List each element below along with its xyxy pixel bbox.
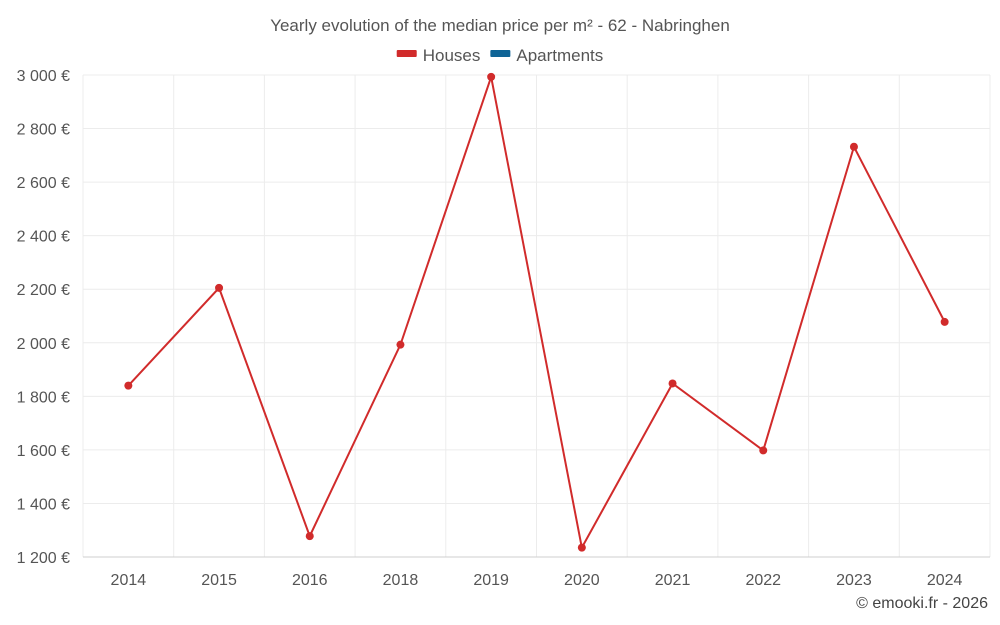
x-tick-label: 2022 [745, 572, 781, 589]
legend: Houses Apartments [396, 46, 603, 65]
legend-label: Houses [423, 46, 481, 65]
series-group [124, 72, 949, 552]
x-tick-label: 2016 [292, 572, 328, 589]
legend-swatch [490, 50, 511, 57]
series-line-houses [127, 72, 946, 551]
x-tick-label: 2024 [927, 572, 963, 589]
x-tick-label: 2023 [836, 572, 872, 589]
credit-text: © emooki.fr - 2026 [856, 595, 988, 612]
data-point [759, 446, 768, 455]
y-tick-label: 1 400 € [17, 496, 70, 513]
y-axis: 1 200 € 1 400 € 1 600 € 1 800 € 2 000 € 2 200… [17, 68, 70, 567]
chart-title: Yearly evolution of the median price per… [270, 16, 730, 35]
data-point [940, 317, 949, 326]
data-point [849, 142, 858, 151]
x-tick-label: 2019 [473, 572, 509, 589]
data-point [487, 72, 496, 81]
y-tick-label: 1 800 € [17, 389, 70, 406]
legend-item-apartments: Apartments [490, 46, 603, 65]
data-point [305, 532, 314, 541]
y-tick-label: 3 000 € [17, 68, 70, 85]
x-tick-label: 2020 [564, 572, 600, 589]
legend-swatch [396, 50, 417, 57]
x-tick-label: 2015 [201, 572, 237, 589]
y-tick-label: 2 400 € [17, 229, 70, 246]
legend-item-houses: Houses [396, 46, 481, 65]
y-tick-label: 1 200 € [17, 550, 70, 567]
y-tick-label: 2 000 € [17, 336, 70, 353]
x-axis: 2014 2015 2016 2018 2019 2020 2021 2022 2023 2024 [111, 572, 963, 589]
y-tick-label: 1 600 € [17, 443, 70, 460]
data-point [668, 379, 677, 388]
grid [82, 74, 991, 558]
y-tick-label: 2 200 € [17, 282, 70, 299]
data-point [215, 283, 224, 292]
data-point [396, 340, 405, 349]
legend-label: Apartments [516, 46, 603, 65]
x-tick-label: 2021 [655, 572, 691, 589]
x-tick-label: 2018 [383, 572, 419, 589]
data-point [577, 543, 586, 552]
y-tick-label: 2 800 € [17, 122, 70, 139]
y-tick-label: 2 600 € [17, 175, 70, 192]
data-point [124, 381, 133, 390]
x-tick-label: 2014 [111, 572, 147, 589]
